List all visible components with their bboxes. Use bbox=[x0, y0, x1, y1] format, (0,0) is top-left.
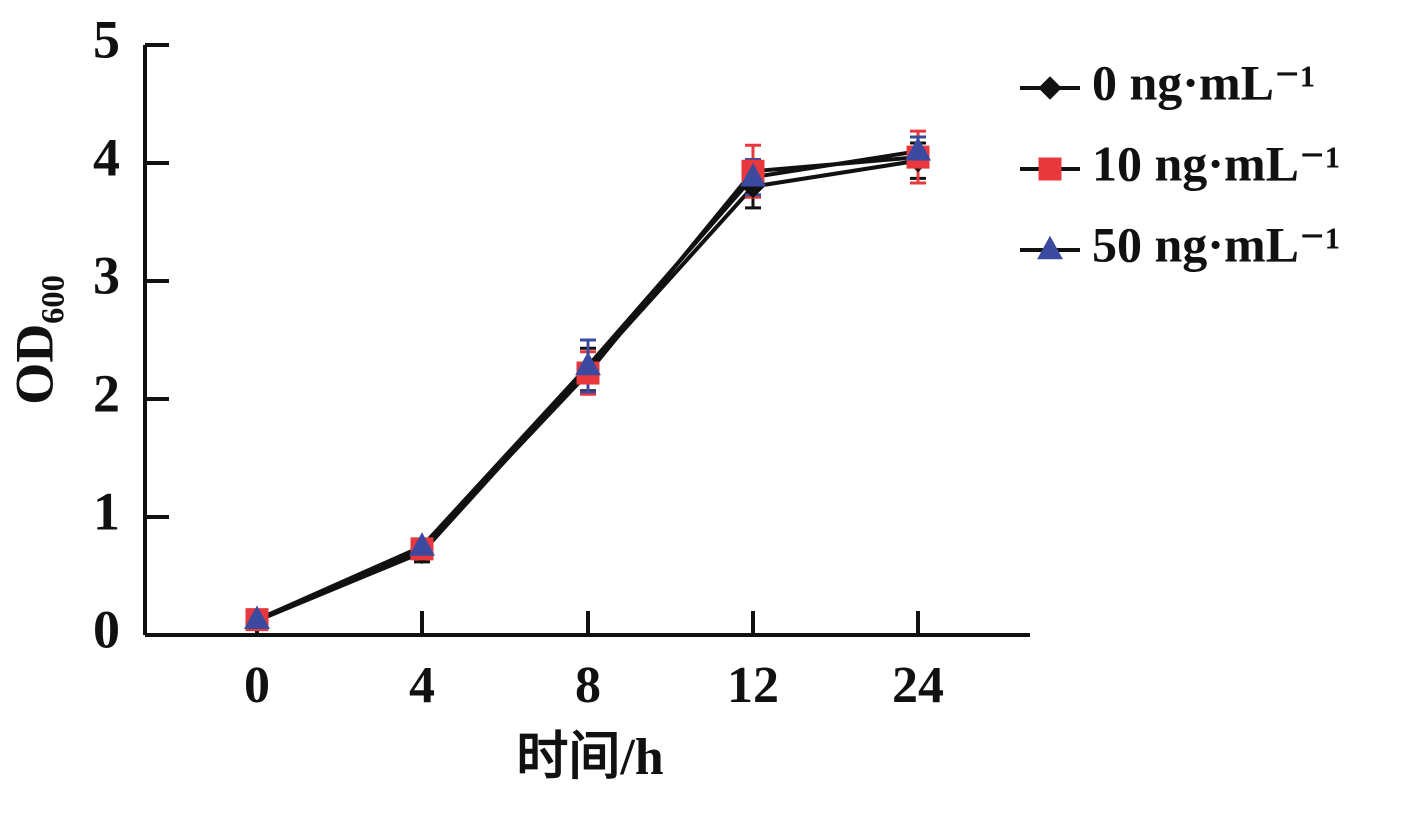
x-tick-label: 24 bbox=[892, 657, 944, 714]
data-point bbox=[905, 136, 931, 161]
data-point bbox=[409, 532, 435, 556]
legend-marker bbox=[1038, 157, 1062, 181]
y-tick-label: 1 bbox=[93, 481, 120, 541]
data-point bbox=[575, 351, 601, 376]
x-tick-label: 0 bbox=[244, 657, 270, 714]
legend-marker bbox=[1037, 235, 1063, 260]
y-tick-label: 2 bbox=[93, 363, 120, 423]
y-tick-label: 3 bbox=[93, 245, 120, 305]
y-tick-label: 4 bbox=[93, 127, 120, 187]
x-tick-label: 4 bbox=[409, 657, 435, 714]
legend-label: 10 ng·mL⁻¹ bbox=[1092, 135, 1340, 191]
x-tick-label: 12 bbox=[727, 657, 779, 714]
y-tick-label: 0 bbox=[93, 599, 120, 659]
x-tick-label: 8 bbox=[575, 657, 601, 714]
data-point bbox=[740, 162, 766, 187]
legend-marker bbox=[1038, 76, 1062, 100]
x-axis-label: 时间/h bbox=[516, 729, 663, 786]
legend-label: 50 ng·mL⁻¹ bbox=[1092, 216, 1340, 272]
legend-label: 0 ng·mL⁻¹ bbox=[1092, 54, 1315, 110]
y-tick-label: 5 bbox=[93, 9, 120, 69]
data-point bbox=[244, 605, 270, 629]
y-axis-label: OD₆₀₀ bbox=[4, 275, 64, 405]
